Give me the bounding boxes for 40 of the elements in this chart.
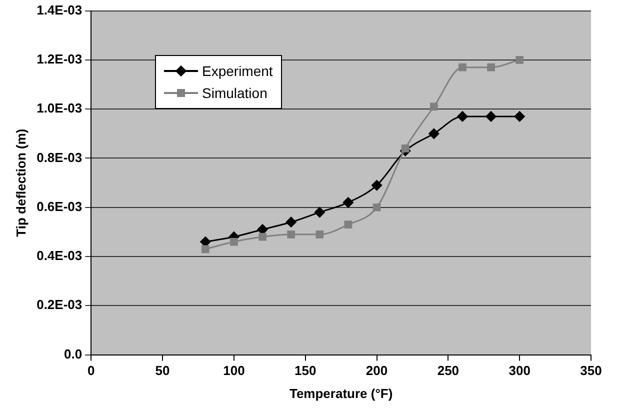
point [458,63,466,72]
y-axis-title: Tip deflection (m) [13,128,28,237]
point [316,230,324,238]
x-tick-label: 100 [223,363,245,378]
point [230,238,238,246]
point [428,128,440,139]
y-tick-label: 0.0 [64,346,82,362]
point [342,197,354,208]
x-tick-label: 350 [580,363,602,378]
y-tick-label: 0.2E-03 [36,297,82,312]
point [486,111,496,122]
point [430,102,438,111]
point [314,207,325,218]
point [286,216,296,228]
y-tick-label: 0.6E-03 [36,198,82,214]
y-tick-label: 0.4E-03 [36,248,82,264]
point [516,56,524,64]
point [372,180,382,191]
point [487,63,495,72]
point [344,220,352,229]
x-tick-label: 150 [294,363,316,378]
x-tick-label: 0 [88,363,95,378]
x-tick-label: 300 [508,363,530,378]
point [372,203,381,212]
point [401,144,410,152]
legend-label: Simulation [202,84,268,103]
y-tick-label: 1.4E-03 [36,2,82,18]
x-tick-label: 200 [366,363,388,378]
point [287,230,296,238]
x-tick-label: 50 [155,363,170,378]
point [514,111,525,122]
y-tick-label: 0.8E-03 [36,150,82,165]
x-axis-title: Temperature (°F) [289,386,393,401]
legend-label: Experiment [202,62,273,81]
point [258,232,266,241]
y-tick-label: 1.2E-03 [36,52,82,67]
y-tick-label: 1.0E-03 [36,100,82,116]
point [201,245,210,254]
point [457,111,468,122]
x-tick-label: 250 [437,363,460,378]
